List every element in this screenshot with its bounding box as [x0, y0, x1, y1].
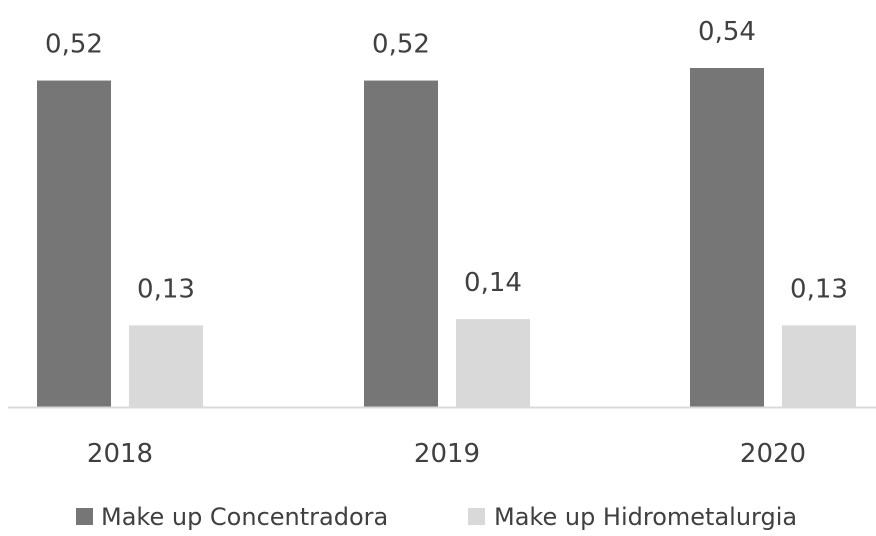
bar-hidrometalurgia-2018 [129, 325, 203, 407]
data-label-hidrometalurgia-2020: 0,13 [790, 274, 848, 304]
data-label-concentradora-2019: 0,52 [372, 30, 430, 60]
x-tick-labels-layer: 2018 2019 2020 [87, 439, 806, 469]
bar-concentradora-2020 [690, 68, 764, 407]
data-label-concentradora-2018: 0,52 [45, 30, 103, 60]
legend: Make up Concentradora Make up Hidrometal… [76, 503, 797, 531]
bars-layer [37, 68, 856, 408]
x-tick-label-2018: 2018 [87, 439, 153, 469]
legend-swatch-hidrometalurgia [468, 508, 485, 525]
data-labels-layer: 0,52 0,52 0,54 0,13 0,14 0,13 [45, 17, 848, 304]
legend-label-concentradora: Make up Concentradora [101, 503, 388, 531]
legend-swatch-concentradora [76, 508, 93, 525]
bar-concentradora-2019 [364, 80, 438, 408]
x-tick-label-2019: 2019 [414, 439, 480, 469]
legend-label-hidrometalurgia: Make up Hidrometalurgia [494, 503, 797, 531]
x-tick-label-2020: 2020 [740, 439, 806, 469]
bar-hidrometalurgia-2020 [782, 325, 856, 407]
bar-concentradora-2018 [37, 80, 111, 408]
data-label-hidrometalurgia-2019: 0,14 [464, 268, 522, 298]
data-label-hidrometalurgia-2018: 0,13 [137, 274, 195, 304]
data-label-concentradora-2020: 0,54 [698, 17, 756, 47]
bar-hidrometalurgia-2019 [456, 319, 530, 407]
